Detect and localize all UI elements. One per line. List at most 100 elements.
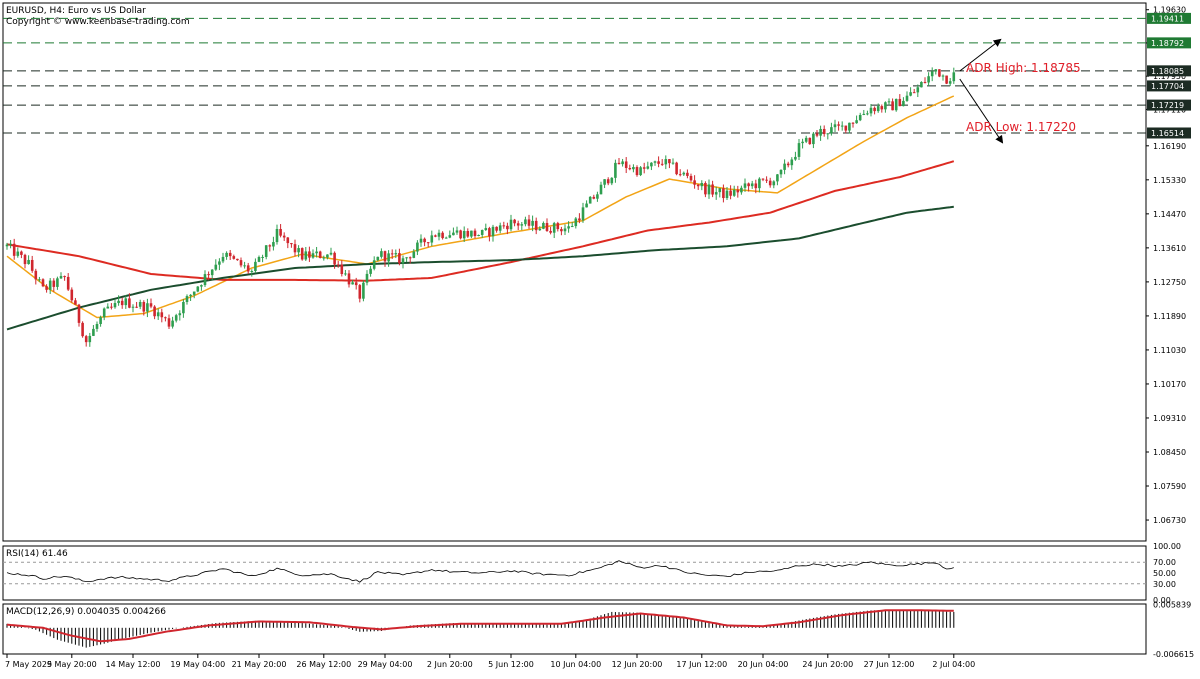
candle-body [207,274,210,276]
candle-body [765,179,768,181]
candle-body [326,254,329,258]
candle-body [790,159,794,166]
moving-average-line [6,160,955,282]
candle-body [243,265,246,267]
candle-body [322,257,326,259]
candle-body [286,237,290,244]
candle-body [372,260,376,269]
candle-body [189,294,192,297]
candle-body [491,226,495,237]
candle-body [624,161,628,168]
y-tick-label: 1.07590 [1153,482,1186,491]
panel-frame [2,603,1147,655]
candle-body [300,248,304,260]
candle-body [826,133,830,135]
candle-body [761,178,765,180]
x-tick-label: 26 May 12:00 [296,660,351,669]
macd-signal-line [6,609,954,643]
rsi-line [6,560,954,583]
candle-body [203,274,207,286]
candle-body [444,237,448,239]
candle-body [844,125,848,131]
rsi-tick-label: 50.00 [1153,569,1176,578]
candle-body [171,320,174,327]
candle-body [473,230,477,237]
candle-body [639,167,642,176]
candle-body [462,230,466,239]
candle-body [304,251,308,260]
candle-body [689,175,693,181]
candle-body [786,163,790,166]
candle-body [704,182,707,195]
candle-body [336,264,340,266]
y-tick-label: 1.16190 [1153,142,1186,151]
candle-body [934,69,938,72]
level-price-box [1147,127,1191,139]
level-price-box [1147,12,1191,24]
candle-body [282,235,286,238]
x-tick-label: 21 May 20:00 [232,660,287,669]
candle-body [452,232,455,236]
copyright-text: Copyright © www.keenbase-trading.com [6,17,190,27]
candle-body [754,183,758,189]
candle-body [365,273,369,283]
adr-high-arrow [959,38,1002,72]
rsi-tick-label: 100.00 [1153,542,1181,551]
x-tick-label: 10 Jun 04:00 [550,660,601,669]
level-price-box [1147,37,1191,49]
candle-body [606,179,610,184]
candle-body [120,300,124,306]
candle-body [261,256,264,258]
candle-body [441,232,444,239]
candle-body [902,100,905,107]
candle-body [178,313,182,316]
macd-label: MACD(12,26,9) 0.004035 0.004266 [6,607,166,617]
candles [5,67,956,347]
candle-body [488,228,491,237]
x-tick-label: 7 May 2025 [5,660,52,669]
candle-body [264,245,268,257]
adr-annotations: ADR High: 1.18785 ADR Low: 1.17220 [959,38,1081,144]
candle-body [398,253,401,264]
candle-body [318,251,322,258]
macd-tick-label: -0.006615 [1153,650,1194,659]
candle-body [772,181,776,186]
candle-body [250,270,254,272]
y-tick-label: 1.08450 [1153,448,1186,457]
level-price-label: 1.18085 [1151,67,1184,76]
candle-body [149,303,153,307]
candle-body [45,286,48,290]
candle-body [552,223,556,233]
candle-body [866,113,869,115]
candle-body [477,234,480,237]
candle-body [99,317,102,325]
candle-body [650,162,653,167]
y-tick-label: 1.15330 [1153,176,1186,185]
candle-body [732,189,736,196]
candle-body [408,257,412,259]
candle-body [920,81,923,88]
candle-body [869,107,873,114]
candle-body [182,301,185,314]
candle-body [455,230,459,233]
candle-body [430,235,434,243]
panel-frames [2,2,1147,655]
candle-body [470,230,473,237]
candle-body [668,159,671,164]
candle-body [851,122,855,124]
candle-body [909,92,912,96]
candle-body [722,188,725,199]
candle-body [556,223,560,230]
candle-body [570,226,574,228]
candle-body [437,232,441,237]
candle-body [646,166,650,169]
candle-body [588,196,592,204]
candle-body [174,315,178,321]
candle-body [815,133,819,136]
candle-body [884,102,887,110]
rsi-panel: 100.00 70.00 50.00 30.00 0.00 [3,542,1181,605]
candle-body [707,184,711,195]
candle-body [585,203,588,208]
